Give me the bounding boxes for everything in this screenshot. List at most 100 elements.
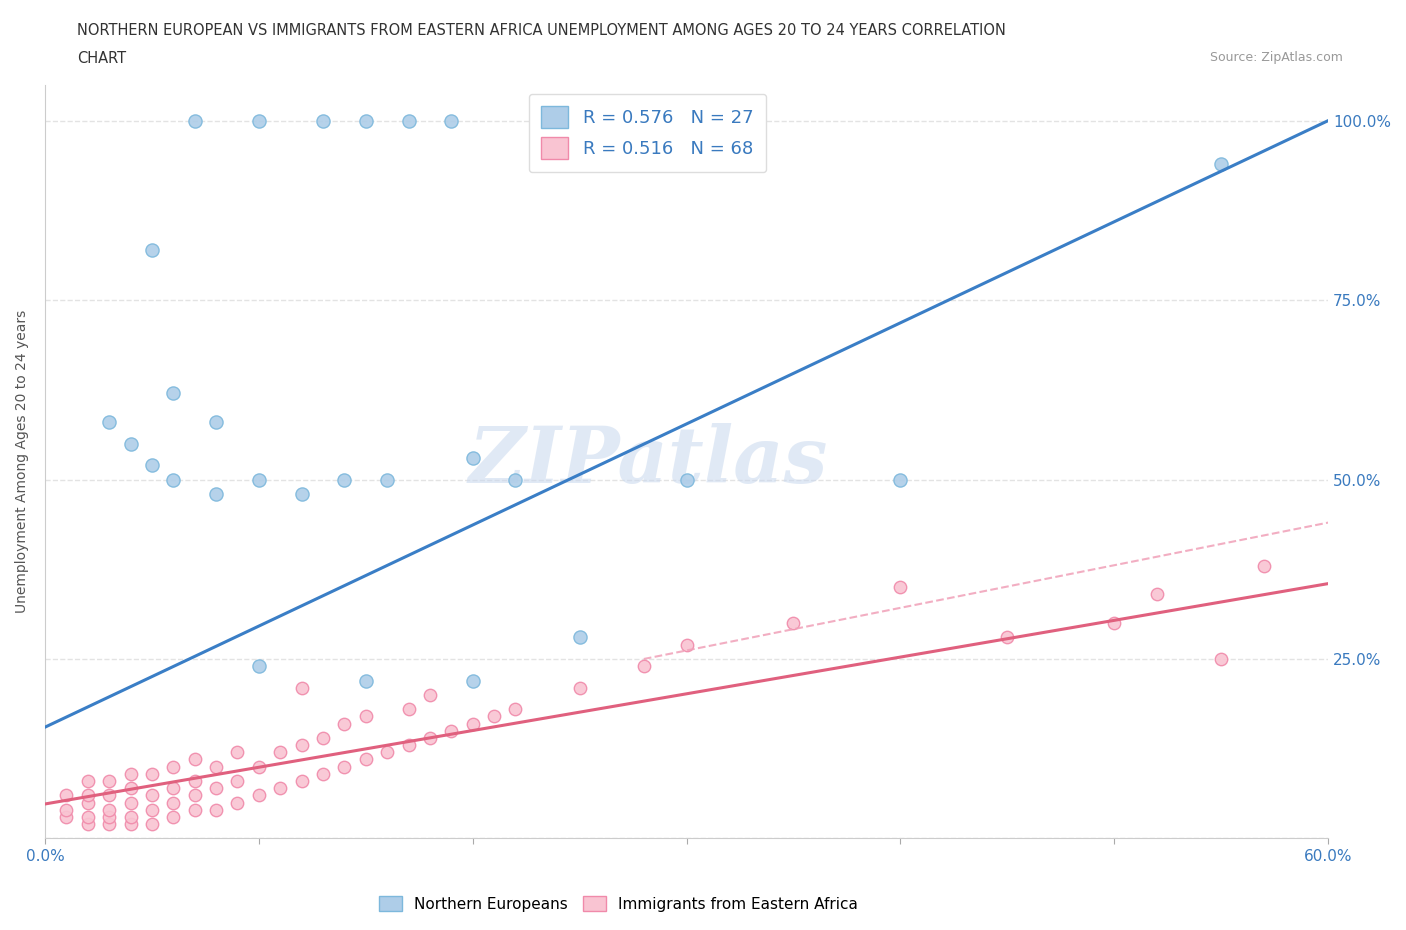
Point (291, 774, 314, 789)
Text: Source: ZipAtlas.com: Source: ZipAtlas.com (1209, 51, 1343, 64)
Point (419, 730, 441, 745)
Point (162, 472, 184, 487)
Point (354, 113, 377, 128)
Point (76, 774, 98, 789)
Point (183, 113, 205, 128)
Point (482, 709, 505, 724)
Point (398, 702, 420, 717)
Point (162, 759, 184, 774)
Point (505, 702, 527, 717)
Point (247, 472, 270, 487)
Point (354, 709, 377, 724)
Point (141, 766, 163, 781)
Point (1253, 558, 1275, 573)
Point (568, 630, 591, 644)
Point (120, 809, 142, 824)
Point (55, 788, 77, 803)
Point (76, 817, 98, 831)
Point (205, 486, 228, 501)
Point (247, 658, 270, 673)
Point (162, 386, 184, 401)
Point (183, 803, 205, 817)
Point (226, 774, 249, 789)
Point (141, 243, 163, 258)
Point (98, 809, 121, 824)
Point (440, 113, 463, 128)
Point (141, 817, 163, 831)
Point (76, 788, 98, 803)
Point (568, 680, 591, 695)
Point (675, 472, 697, 487)
Point (461, 673, 484, 688)
Point (419, 687, 441, 702)
Point (782, 616, 804, 631)
Point (247, 788, 270, 803)
Point (247, 113, 270, 128)
Point (183, 788, 205, 803)
Point (183, 774, 205, 789)
Text: ZIPatlas: ZIPatlas (468, 423, 828, 499)
Point (55, 803, 77, 817)
Point (1211, 652, 1233, 667)
Point (162, 781, 184, 796)
Point (76, 809, 98, 824)
Point (269, 781, 291, 796)
Point (98, 415, 121, 430)
Point (375, 745, 398, 760)
Point (398, 737, 420, 752)
Point (312, 730, 335, 745)
Point (375, 472, 398, 487)
Point (333, 759, 356, 774)
Point (120, 795, 142, 810)
Point (461, 450, 484, 465)
Point (226, 795, 249, 810)
Point (98, 803, 121, 817)
Point (354, 673, 377, 688)
Point (120, 781, 142, 796)
Point (1146, 587, 1168, 602)
Point (354, 752, 377, 767)
Point (291, 486, 314, 501)
Point (141, 458, 163, 472)
Point (120, 817, 142, 831)
Point (312, 113, 335, 128)
Text: CHART: CHART (77, 51, 127, 66)
Point (1104, 616, 1126, 631)
Point (1211, 156, 1233, 171)
Point (889, 472, 911, 487)
Point (120, 766, 142, 781)
Point (675, 637, 697, 652)
Point (205, 759, 228, 774)
Legend: R = 0.576   N = 27, R = 0.516   N = 68: R = 0.576 N = 27, R = 0.516 N = 68 (529, 94, 766, 172)
Point (398, 113, 420, 128)
Point (141, 788, 163, 803)
Point (440, 724, 463, 738)
Point (205, 415, 228, 430)
Point (291, 737, 314, 752)
Legend: Northern Europeans, Immigrants from Eastern Africa: Northern Europeans, Immigrants from East… (373, 889, 865, 918)
Point (120, 436, 142, 451)
Point (461, 716, 484, 731)
Point (76, 795, 98, 810)
Point (98, 774, 121, 789)
Point (98, 817, 121, 831)
Point (633, 658, 655, 673)
Point (162, 795, 184, 810)
Point (889, 579, 911, 594)
Point (247, 759, 270, 774)
Point (141, 803, 163, 817)
Point (269, 745, 291, 760)
Point (312, 766, 335, 781)
Point (98, 788, 121, 803)
Point (183, 752, 205, 767)
Point (205, 803, 228, 817)
Point (55, 809, 77, 824)
Text: NORTHERN EUROPEAN VS IMMIGRANTS FROM EASTERN AFRICA UNEMPLOYMENT AMONG AGES 20 T: NORTHERN EUROPEAN VS IMMIGRANTS FROM EAS… (77, 23, 1007, 38)
Y-axis label: Unemployment Among Ages 20 to 24 years: Unemployment Among Ages 20 to 24 years (15, 310, 30, 613)
Point (505, 472, 527, 487)
Point (333, 472, 356, 487)
Point (995, 630, 1018, 644)
Point (333, 716, 356, 731)
Point (291, 680, 314, 695)
Point (226, 745, 249, 760)
